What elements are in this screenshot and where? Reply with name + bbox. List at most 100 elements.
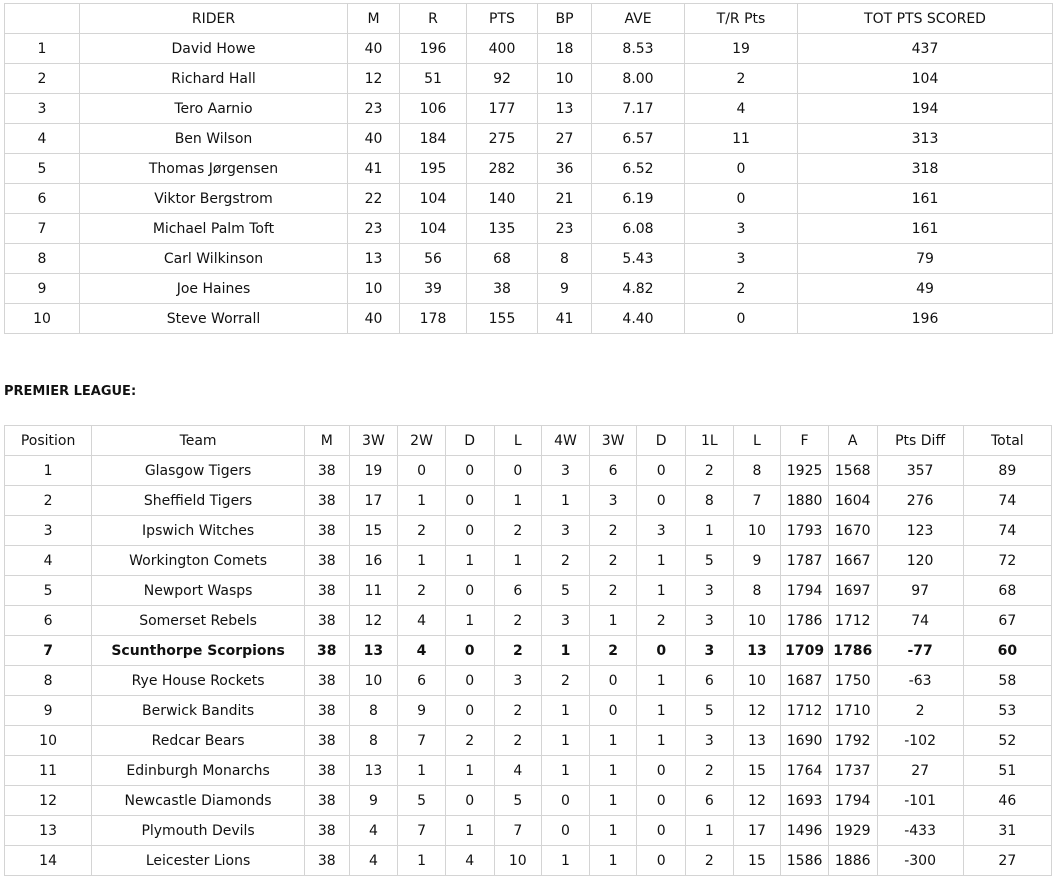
table-cell: 0 [493,455,543,486]
table-cell: Workington Comets [91,545,305,576]
column-header: RIDER [79,3,348,34]
table-cell: David Howe [79,33,348,64]
table-cell: 1496 [780,815,829,846]
table-cell: 1880 [780,485,829,516]
table-cell: 52 [962,725,1053,756]
table-cell: 60 [962,635,1053,666]
table-cell: 27 [962,845,1053,876]
column-header: M [304,425,350,456]
table-cell: 6.08 [591,213,685,244]
table-cell: 15 [348,515,399,546]
table-cell: 13 [732,635,782,666]
table-cell: 3 [685,575,734,606]
table-cell: Ipswich Witches [91,515,305,546]
table-cell: 4 [444,845,495,876]
table-cell: 9 [397,695,446,726]
table-cell: 0 [588,695,638,726]
table-cell: 3 [684,213,798,244]
table-cell: 97 [876,575,964,606]
table-cell: 2 [588,575,638,606]
table-cell: Thomas Jørgensen [79,153,348,184]
table-cell: 74 [876,605,964,636]
table-cell: 1667 [827,545,878,576]
table-cell: 318 [797,153,1053,184]
table-cell: 3 [685,635,734,666]
table-cell: 0 [397,455,446,486]
table-cell: 9 [732,545,782,576]
table-cell: 0 [444,785,495,816]
column-header: 1L [685,425,734,456]
table-cell: 89 [962,455,1053,486]
table-cell: 1 [636,575,687,606]
table-cell: Edinburgh Monarchs [91,755,305,786]
table-cell: 13 [537,93,592,124]
table-cell: 3 [588,485,638,516]
column-header: D [444,425,495,456]
table-cell: 2 [684,63,798,94]
team-row: 5 Newport Wasps 38 11 2 0 6 5 2 1 3 8 1794 1697 97 68 [3,575,1053,606]
table-cell: 2 [493,695,543,726]
column-header: PTS [466,3,538,34]
table-cell: 8.53 [591,33,685,64]
column-header: Team [91,425,305,456]
table-cell: Steve Worrall [79,303,348,334]
table-cell: 1794 [827,785,878,816]
column-header: F [780,425,829,456]
table-cell: 161 [797,213,1053,244]
table-cell: 40 [347,33,400,64]
table-cell: Newport Wasps [91,575,305,606]
table-cell: 2 [541,665,590,696]
table-cell: 0 [588,665,638,696]
table-cell: 2 [541,545,590,576]
table-cell: 1793 [780,515,829,546]
table-cell: 72 [962,545,1053,576]
column-header: Position [3,425,93,456]
table-cell: 1 [588,845,638,876]
table-cell: Glasgow Tigers [91,455,305,486]
rider-row: 9 Joe Haines 10 39 38 9 4.82 2 49 [4,273,1053,304]
column-header: A [827,425,878,456]
table-cell: Berwick Bandits [91,695,305,726]
table-cell: 1 [541,755,590,786]
table-cell: 0 [541,785,590,816]
table-cell: 3 [685,605,734,636]
table-cell: 0 [444,455,495,486]
table-cell: 276 [876,485,964,516]
rider-row: 2 Richard Hall 12 51 92 10 8.00 2 104 [4,63,1053,94]
table-cell: 51 [399,63,467,94]
table-cell: 1787 [780,545,829,576]
table-cell: 6.52 [591,153,685,184]
table-cell: 5 [685,545,734,576]
table-cell: 5 [3,575,93,606]
column-header: TOT PTS SCORED [797,3,1053,34]
table-cell: 1670 [827,515,878,546]
table-cell: 9 [348,785,399,816]
table-cell: 0 [444,515,495,546]
table-cell: 8 [3,665,93,696]
table-cell: 15 [732,845,782,876]
table-cell: 0 [444,635,495,666]
table-cell: 38 [304,725,350,756]
table-cell: 0 [444,485,495,516]
table-cell: 4 [3,545,93,576]
table-cell: 2 [588,545,638,576]
table-cell: 1925 [780,455,829,486]
table-cell: 8 [537,243,592,274]
table-cell: 15 [732,755,782,786]
table-cell: 67 [962,605,1053,636]
table-cell: Leicester Lions [91,845,305,876]
team-row-header-row: Position Team M 3W 2W D L 4W 3W D 1L L F A Pts Diff Tot… [3,425,1053,456]
table-cell: 13 [348,635,399,666]
team-row: 4 Workington Comets 38 16 1 1 1 2 2 1 5 9 1787 1667 12… [3,545,1053,576]
table-cell: 2 [493,515,543,546]
team-row: 2 Sheffield Tigers 38 17 1 0 1 1 3 0 8 7 1880 1604 276… [3,485,1053,516]
table-cell: 2 [685,455,734,486]
table-cell: 2 [493,725,543,756]
table-cell: 23 [537,213,592,244]
table-cell: 0 [636,485,687,516]
table-cell: 0 [444,575,495,606]
rider-row: 6 Viktor Bergstrom 22 104 140 21 6.19 0 161 [4,183,1053,214]
table-cell: 3 [541,515,590,546]
table-cell: 6 [397,665,446,696]
team-row: 3 Ipswich Witches 38 15 2 0 2 3 2 3 1 10 1793 1670 123… [3,515,1053,546]
